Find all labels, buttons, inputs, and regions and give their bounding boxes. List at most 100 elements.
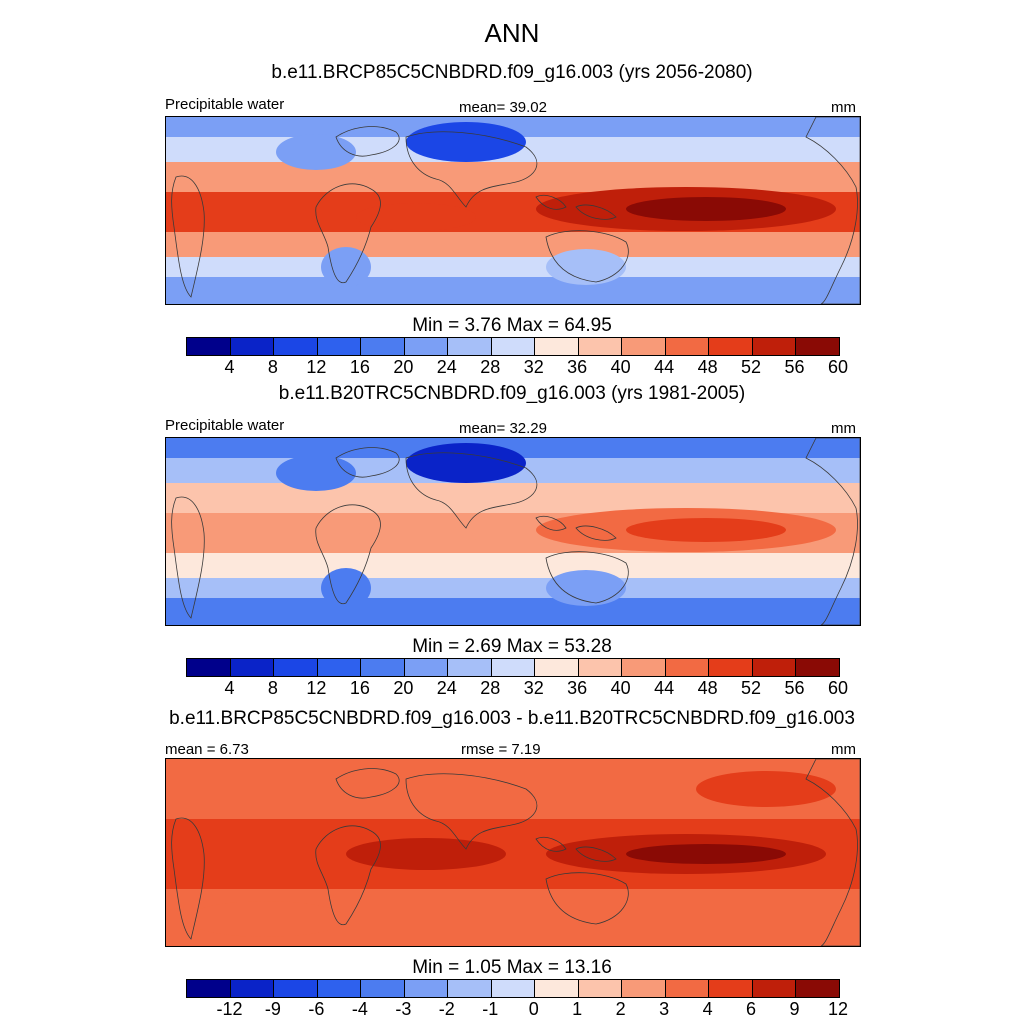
- field-band: [166, 257, 860, 277]
- coastline: [335, 126, 400, 157]
- coastline: [315, 825, 381, 926]
- colorbar-swatch: [317, 659, 362, 676]
- colorbar-swatch: [274, 338, 318, 355]
- colorbar-tick-label: 8: [267, 357, 278, 377]
- colorbar-tick-label: 52: [741, 678, 762, 698]
- coastline: [171, 817, 205, 940]
- colorbar-swatch: [535, 338, 579, 355]
- colorbar-tick-label: 60: [827, 678, 849, 698]
- colorbar-swatch: [796, 659, 839, 676]
- panel-2-minmax: Min = 2.69 Max = 53.28: [412, 636, 612, 657]
- colorbar-tick-label: 20: [393, 357, 414, 377]
- field-band: [166, 277, 860, 304]
- colorbar-swatch: [709, 659, 753, 676]
- coastline: [315, 504, 381, 605]
- colorbar-swatch: [796, 980, 839, 997]
- coastline: [335, 447, 400, 478]
- colorbar-tick-label: -2: [438, 999, 455, 1019]
- colorbar-swatch: [622, 980, 666, 997]
- colorbar-swatch: [578, 980, 623, 997]
- colorbar-swatch: [665, 659, 710, 676]
- colorbar-tick-label: 52: [741, 357, 762, 377]
- field-blob: [276, 134, 356, 170]
- panel-3-case-title: b.e11.BRCP85C5CNBDRD.f09_g16.003 - b.e11…: [169, 708, 855, 729]
- colorbar-swatch: [361, 338, 405, 355]
- colorbar-tick-label: 4: [702, 999, 713, 1019]
- panel-1-case-title: b.e11.BRCP85C5CNBDRD.f09_g16.003 (yrs 20…: [271, 62, 753, 83]
- field-band: [166, 232, 860, 257]
- colorbar-swatch: [491, 338, 536, 355]
- colorbar-tick-label: 9: [789, 999, 800, 1019]
- panel-1-map: [165, 116, 861, 305]
- colorbar-swatch: [187, 659, 231, 676]
- field-blob: [546, 249, 626, 285]
- panel-3-minmax: Min = 1.05 Max = 13.16: [412, 957, 612, 978]
- field-band: [166, 578, 860, 598]
- coastline: [535, 515, 617, 541]
- colorbar-tick-label: 32: [523, 678, 544, 698]
- colorbar-tick-label: 0: [528, 999, 539, 1019]
- coastline: [405, 773, 538, 850]
- colorbar-tick-label: 4: [224, 357, 235, 377]
- panel-2-variable-label: Precipitable water: [165, 417, 285, 434]
- colorbar-swatch: [535, 980, 579, 997]
- colorbar-tick-label: 60: [827, 357, 849, 377]
- panel-2-case-title: b.e11.B20TRC5CNBDRD.f09_g16.003 (yrs 198…: [278, 383, 746, 404]
- colorbar-swatch: [448, 659, 492, 676]
- colorbar-swatch: [187, 980, 231, 997]
- colorbar-tick-label: 2: [615, 999, 626, 1019]
- field-band: [166, 438, 860, 458]
- coastline: [405, 452, 538, 529]
- colorbar-swatch: [361, 980, 405, 997]
- colorbar-tick-label: 12: [827, 999, 849, 1019]
- colorbar-swatch: [404, 338, 449, 355]
- colorbar-tick-label: -6: [308, 999, 325, 1019]
- panel-3-map: [165, 758, 861, 947]
- colorbar-tick-label: 56: [784, 357, 805, 377]
- colorbar-tick-label: 6: [746, 999, 757, 1019]
- colorbar-tick-label: 16: [349, 357, 370, 377]
- field-blob: [321, 247, 371, 287]
- coastline: [315, 183, 381, 284]
- coastline: [805, 117, 860, 304]
- field-band: [166, 117, 860, 137]
- field-blob: [346, 838, 506, 870]
- field-band: [166, 483, 860, 513]
- coastline: [805, 759, 860, 946]
- panel-1-colorbar-ticks: 4 8 12 16 20 24 28 32 36 40 44 48 52 56 60: [186, 357, 848, 379]
- colorbar-swatch: [665, 980, 710, 997]
- colorbar-swatch: [230, 659, 275, 676]
- panel-1-mean-label: mean= 39.02: [459, 99, 547, 116]
- colorbar-tick-label: 28: [480, 678, 501, 698]
- coastline: [335, 768, 400, 799]
- main-title: ANN: [484, 18, 540, 48]
- colorbar-tick-label: -1: [482, 999, 499, 1019]
- colorbar-tick-label: 40: [610, 357, 631, 377]
- colorbar-swatch: [709, 980, 753, 997]
- field-blob: [626, 518, 786, 542]
- field-blob: [626, 844, 786, 864]
- colorbar-tick-label: 12: [306, 678, 327, 698]
- coastline: [405, 131, 538, 208]
- panel-2-colorbar: [186, 658, 840, 677]
- colorbar-swatch: [274, 659, 318, 676]
- field-blob: [406, 122, 526, 162]
- colorbar-swatch: [448, 980, 492, 997]
- coastline: [545, 230, 629, 283]
- colorbar-tick-label: 12: [306, 357, 327, 377]
- colorbar-swatch: [622, 659, 666, 676]
- field-blob: [406, 443, 526, 483]
- colorbar-swatch: [187, 338, 231, 355]
- colorbar-tick-label: 32: [523, 357, 544, 377]
- colorbar-swatch: [796, 338, 839, 355]
- colorbar-tick-label: 1: [572, 999, 583, 1019]
- colorbar-swatch: [752, 980, 797, 997]
- panel-3-units-label: mm: [831, 741, 856, 758]
- colorbar-tick-label: 44: [654, 678, 675, 698]
- panel-2-mean-label: mean= 32.29: [459, 420, 547, 437]
- colorbar-swatch: [578, 659, 623, 676]
- colorbar-swatch: [361, 659, 405, 676]
- coastline: [545, 551, 629, 604]
- colorbar-swatch: [752, 659, 797, 676]
- colorbar-swatch: [274, 980, 318, 997]
